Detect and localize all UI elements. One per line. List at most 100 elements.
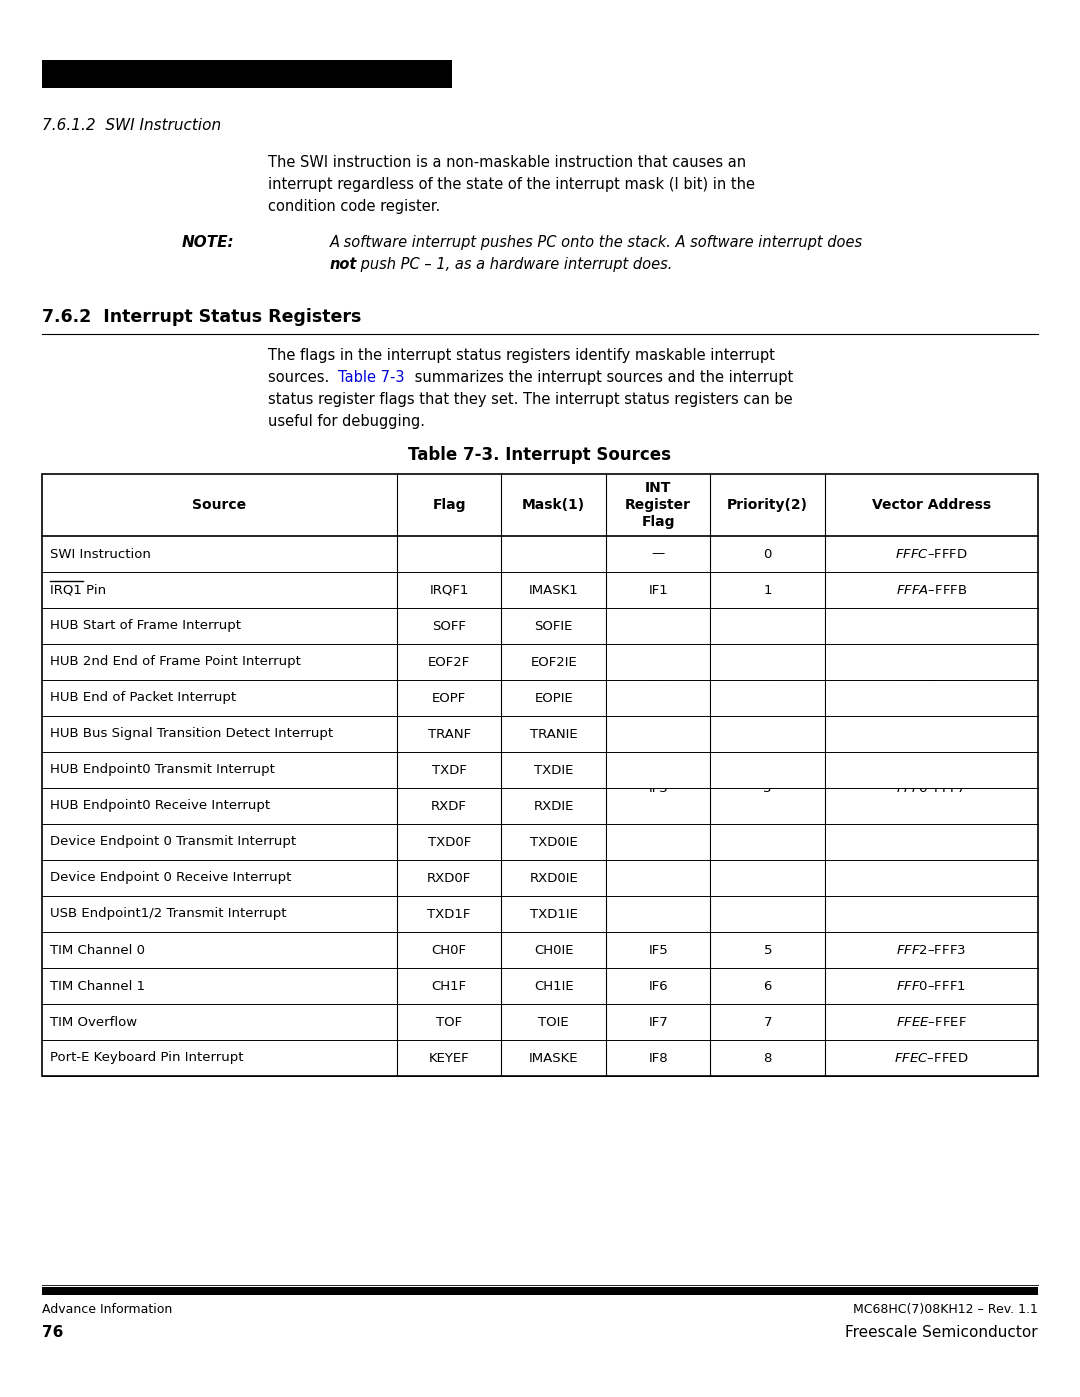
Text: Table 7-3. Interrupt Sources: Table 7-3. Interrupt Sources xyxy=(408,446,672,464)
Text: IF8: IF8 xyxy=(648,1052,669,1065)
Text: SOFIE: SOFIE xyxy=(535,619,572,633)
Text: 3: 3 xyxy=(764,781,772,795)
Text: IF7: IF7 xyxy=(648,1016,669,1028)
Text: CH1IE: CH1IE xyxy=(534,979,573,992)
Text: not: not xyxy=(330,257,357,272)
Bar xyxy=(607,861,710,895)
Text: $FFEE–$FFEF: $FFEE–$FFEF xyxy=(896,1016,967,1028)
Text: —: — xyxy=(651,548,665,560)
Text: 0: 0 xyxy=(764,548,772,560)
Text: summarizes the interrupt sources and the interrupt: summarizes the interrupt sources and the… xyxy=(410,370,793,386)
Text: A software interrupt pushes PC onto the stack. A software interrupt does: A software interrupt pushes PC onto the … xyxy=(330,235,863,250)
Text: IF4: IF4 xyxy=(648,872,669,884)
Text: Device Endpoint 0 Transmit Interrupt: Device Endpoint 0 Transmit Interrupt xyxy=(50,835,296,848)
Text: 7: 7 xyxy=(764,1016,772,1028)
Text: TIM Overflow: TIM Overflow xyxy=(50,1016,137,1028)
Bar xyxy=(607,644,710,679)
Bar xyxy=(826,644,1037,679)
Text: 5: 5 xyxy=(764,943,772,957)
Text: Device Endpoint 0 Receive Interrupt: Device Endpoint 0 Receive Interrupt xyxy=(50,872,292,884)
Bar xyxy=(826,680,1037,715)
Text: TXD0IE: TXD0IE xyxy=(530,835,578,848)
Text: $FFF8–$FFF9: $FFF8–$FFF9 xyxy=(896,673,967,686)
Bar xyxy=(712,861,824,895)
Text: HUB 2nd End of Frame Point Interrupt: HUB 2nd End of Frame Point Interrupt xyxy=(50,655,301,669)
Text: HUB Endpoint0 Receive Interrupt: HUB Endpoint0 Receive Interrupt xyxy=(50,799,270,813)
Bar xyxy=(712,753,824,788)
Text: IRQ1 Pin: IRQ1 Pin xyxy=(50,584,106,597)
Bar xyxy=(712,824,824,859)
Bar xyxy=(826,609,1037,644)
Bar xyxy=(826,824,1037,859)
Text: interrupt regardless of the state of the interrupt mask (I bit) in the: interrupt regardless of the state of the… xyxy=(268,177,755,191)
Bar xyxy=(607,753,710,788)
Bar xyxy=(42,1287,1038,1295)
Text: HUB Endpoint0 Transmit Interrupt: HUB Endpoint0 Transmit Interrupt xyxy=(50,764,275,777)
Text: RXD0F: RXD0F xyxy=(427,872,471,884)
Text: Port-E Keyboard Pin Interrupt: Port-E Keyboard Pin Interrupt xyxy=(50,1052,243,1065)
Bar xyxy=(42,474,1038,1076)
Text: $FFF4–$FFF5: $FFF4–$FFF5 xyxy=(896,872,967,884)
Bar xyxy=(607,609,710,644)
Text: TXDIE: TXDIE xyxy=(534,764,573,777)
Text: 6: 6 xyxy=(764,979,772,992)
Text: CH0IE: CH0IE xyxy=(534,943,573,957)
Text: Table 7-3: Table 7-3 xyxy=(338,370,405,386)
Text: RXDIE: RXDIE xyxy=(534,799,573,813)
Text: Source: Source xyxy=(192,497,246,511)
Bar xyxy=(826,861,1037,895)
Text: IF2: IF2 xyxy=(648,673,669,686)
Text: TOF: TOF xyxy=(436,1016,462,1028)
Text: IMASK1: IMASK1 xyxy=(529,584,579,597)
Text: TOIE: TOIE xyxy=(538,1016,569,1028)
Text: IF5: IF5 xyxy=(648,943,669,957)
Text: $FFF2–$FFF3: $FFF2–$FFF3 xyxy=(896,943,967,957)
Text: RXDF: RXDF xyxy=(431,799,467,813)
Text: IF3: IF3 xyxy=(648,781,669,795)
Text: $FFEC–$FFED: $FFEC–$FFED xyxy=(894,1052,969,1065)
Text: sources.: sources. xyxy=(268,370,334,386)
Text: IRQF1: IRQF1 xyxy=(430,584,469,597)
Text: Priority(2): Priority(2) xyxy=(727,497,808,511)
Bar xyxy=(42,60,453,88)
Text: Flag: Flag xyxy=(432,497,465,511)
Text: The flags in the interrupt status registers identify maskable interrupt: The flags in the interrupt status regist… xyxy=(268,348,774,363)
Text: condition code register.: condition code register. xyxy=(268,198,441,214)
Text: Vector Address: Vector Address xyxy=(872,497,991,511)
Bar xyxy=(712,609,824,644)
Text: push PC – 1, as a hardware interrupt does.: push PC – 1, as a hardware interrupt doe… xyxy=(356,257,673,272)
Text: TXD1F: TXD1F xyxy=(428,908,471,921)
Text: TXD1IE: TXD1IE xyxy=(530,908,578,921)
Text: EOPF: EOPF xyxy=(432,692,467,704)
Text: status register flags that they set. The interrupt status registers can be: status register flags that they set. The… xyxy=(268,393,793,407)
Text: TIM Channel 1: TIM Channel 1 xyxy=(50,979,145,992)
Text: RXD0IE: RXD0IE xyxy=(529,872,578,884)
Text: SOFF: SOFF xyxy=(432,619,467,633)
Text: NOTE:: NOTE: xyxy=(183,235,234,250)
Text: EOF2IE: EOF2IE xyxy=(530,655,577,669)
Text: IF1: IF1 xyxy=(648,584,669,597)
Text: useful for debugging.: useful for debugging. xyxy=(268,414,426,429)
Text: 7.6.1.2  SWI Instruction: 7.6.1.2 SWI Instruction xyxy=(42,117,221,133)
Bar xyxy=(607,824,710,859)
Text: TIM Channel 0: TIM Channel 0 xyxy=(50,943,145,957)
Text: Mask(1): Mask(1) xyxy=(522,497,585,511)
Text: HUB Start of Frame Interrupt: HUB Start of Frame Interrupt xyxy=(50,619,241,633)
Text: HUB End of Packet Interrupt: HUB End of Packet Interrupt xyxy=(50,692,237,704)
Text: 76: 76 xyxy=(42,1324,64,1340)
Text: $FFFA–$FFFB: $FFFA–$FFFB xyxy=(895,584,968,597)
Bar xyxy=(826,753,1037,788)
Text: CH1F: CH1F xyxy=(432,979,467,992)
Text: 2: 2 xyxy=(764,673,772,686)
Bar xyxy=(712,680,824,715)
Text: TXD0F: TXD0F xyxy=(428,835,471,848)
Text: EOPIE: EOPIE xyxy=(535,692,573,704)
Text: $FFF0–$FFF1: $FFF0–$FFF1 xyxy=(896,979,967,992)
Text: SWI Instruction: SWI Instruction xyxy=(50,548,151,560)
Text: IMASKE: IMASKE xyxy=(529,1052,579,1065)
Text: Freescale Semiconductor: Freescale Semiconductor xyxy=(846,1324,1038,1340)
Text: $FFF6–$FFF7: $FFF6–$FFF7 xyxy=(896,781,967,795)
Text: IF6: IF6 xyxy=(648,979,669,992)
Text: 7.6.2  Interrupt Status Registers: 7.6.2 Interrupt Status Registers xyxy=(42,307,362,326)
Text: CH0F: CH0F xyxy=(432,943,467,957)
